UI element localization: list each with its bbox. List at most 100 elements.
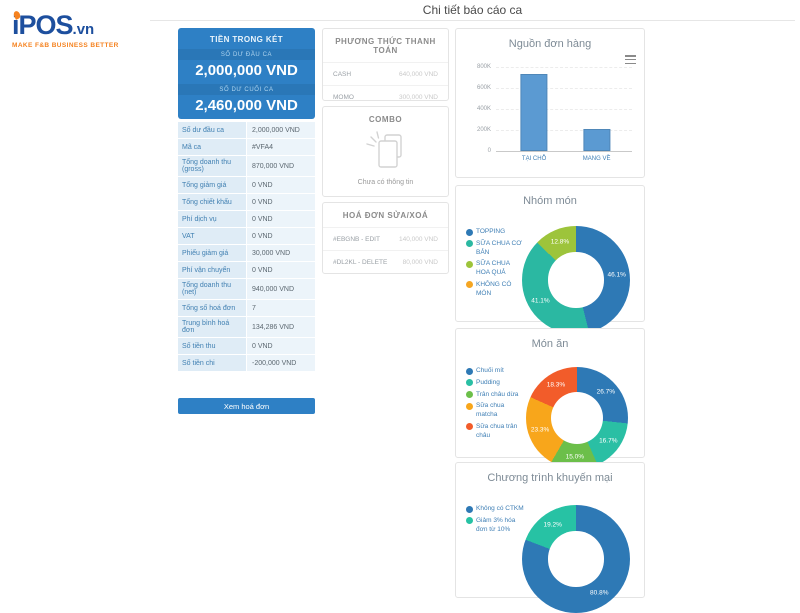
- y-axis-tick: 200K: [476, 127, 491, 133]
- row-label: Tổng chiết khấu: [178, 194, 246, 210]
- row-label: Tổng doanh thu (gross): [178, 156, 246, 176]
- slice-label: 80.8%: [590, 589, 609, 597]
- table-row: Phí vận chuyển 0 VND: [178, 262, 315, 278]
- dish-group-donut: 46.1% 41.1% 12.8%: [522, 226, 630, 334]
- row-value: 0 VND: [247, 228, 315, 244]
- legend-label: Pudding: [476, 378, 500, 386]
- legend-dot-icon: [466, 367, 473, 375]
- legend-item: Chuối mít: [466, 367, 524, 376]
- summary-table: Số dư đầu ca 2,000,000 VND Mã ca #VFA4 Tổng …: [178, 122, 315, 372]
- table-row: Mã ca #VFA4: [178, 139, 315, 155]
- row-value: 870,000 VND: [247, 156, 315, 176]
- payment-methods-panel: PHƯƠNG THỨC THANH TOÁN CASH 640,000 VND MO…: [322, 28, 449, 101]
- slice-label: 26.7%: [596, 388, 616, 396]
- slice-label: 19.2%: [543, 521, 562, 529]
- logo-suffix: .vn: [72, 21, 95, 38]
- payment-methods-title: PHƯƠNG THỨC THANH TOÁN: [335, 37, 436, 55]
- row-value: 134,286 VND: [247, 317, 315, 337]
- slice-label: 23.3%: [530, 426, 550, 434]
- legend-item: SỮA CHUA HOA QUẢ: [466, 260, 524, 278]
- legend-dot-icon: [466, 505, 473, 513]
- legend-item: Sữa chua trân châu: [466, 423, 524, 441]
- dish-chart-title: Món ăn: [531, 338, 569, 350]
- table-row: Tổng giảm giá 0 VND: [178, 177, 315, 193]
- legend-label: KHÔNG CÓ MÓN: [476, 280, 512, 297]
- legend-label: Không có CTKM: [476, 505, 524, 512]
- gridline: [496, 109, 632, 110]
- legend-label: Chuối mít: [476, 367, 504, 374]
- promotion-donut: 80.8% 19.2%: [522, 505, 630, 613]
- order-source-chart-title: Nguồn đơn hàng: [508, 38, 592, 50]
- order-source-chart-panel: Nguồn đơn hàng 800K 600K 400K 200K 0 TẠI CHỖ M…: [455, 28, 645, 178]
- legend-label: TOPPING: [476, 228, 506, 235]
- legend-item: Trân châu dừa: [466, 391, 524, 400]
- table-row: Phí dịch vụ 0 VND: [178, 211, 315, 227]
- page-title: Chi tiết báo cáo ca: [422, 3, 523, 17]
- legend-dot-icon: [466, 240, 473, 248]
- closing-balance-label: SỐ DƯ CUỐI CA: [178, 84, 315, 95]
- promotion-legend: Không có CTKM Giảm 3% hóa đơn từ 10%: [466, 505, 524, 537]
- list-item: #DL2KL - DELETE 80,000 VND: [323, 250, 448, 273]
- row-value: 940,000 VND: [247, 279, 315, 299]
- chart-menu-icon[interactable]: [625, 55, 636, 64]
- row-value: 0 VND: [247, 194, 315, 210]
- payment-methods-list: CASH 640,000 VND MOMO 300,000 VND: [323, 62, 448, 108]
- legend-item: Giảm 3% hóa đơn từ 10%: [466, 517, 524, 535]
- legend-item: Pudding: [466, 379, 524, 388]
- gridline: [496, 130, 632, 131]
- legend-dot-icon: [466, 423, 473, 431]
- list-item: MOMO 300,000 VND: [323, 85, 448, 108]
- legend-dot-icon: [466, 260, 473, 268]
- edited-invoices-panel: HOÁ ĐƠN SỬA/XOÁ #EBGNB - EDIT 140,000 VND…: [322, 202, 449, 274]
- table-row: Tổng số hoá đơn 7: [178, 300, 315, 316]
- cash-drawer-title: TIỀN TRONG KÉT: [209, 35, 284, 44]
- dish-legend: Chuối mít Pudding Trân châu dừa Sữa chua ma…: [466, 367, 524, 443]
- slice-label: 18.3%: [546, 381, 566, 389]
- view-invoices-button[interactable]: Xem hoá đơn: [178, 398, 315, 414]
- bar-plot: 800K 600K 400K 200K 0 TẠI CHỖ MANG VỀ: [477, 64, 632, 162]
- legend-item: Không có CTKM: [466, 505, 524, 514]
- dish-group-chart-title: Nhóm món: [523, 195, 577, 207]
- bar-TẠI CHỖ: [520, 74, 548, 151]
- row-value: -200,000 VND: [247, 355, 315, 371]
- combo-empty-text: Chưa có thông tin: [357, 179, 414, 186]
- table-row: Số tiền thu 0 VND: [178, 338, 315, 354]
- table-row: VAT 0 VND: [178, 228, 315, 244]
- dish-group-chart-panel: Nhóm món TOPPING SỮA CHUA CƠ BẢN SỮA CHUA …: [455, 185, 645, 334]
- y-axis-tick: 0: [487, 148, 491, 154]
- promotion-chart-panel: Chương trình khuyến mại Không có CTKM Giả…: [455, 462, 645, 613]
- combo-title: COMBO: [368, 115, 403, 124]
- item-value: 140,000 VND: [398, 236, 438, 243]
- row-label: Phí dịch vụ: [178, 211, 246, 227]
- gridline: [496, 151, 632, 152]
- item-label: #DL2KL - DELETE: [333, 259, 388, 266]
- opening-balance-label: SỐ DƯ ĐẦU CA: [178, 49, 315, 60]
- item-value: 640,000 VND: [398, 71, 438, 78]
- legend-item: TOPPING: [466, 228, 524, 237]
- row-label: Số tiền chi: [178, 355, 246, 371]
- item-value: 300,000 VND: [398, 94, 438, 101]
- cash-drawer-card: TIỀN TRONG KÉT SỐ DƯ ĐẦU CA 2,000,000 VN…: [178, 28, 315, 119]
- brand-tagline: MAKE F&B BUSINESS BETTER: [12, 42, 119, 49]
- legend-label: SỮA CHUA HOA QUẢ: [476, 260, 510, 277]
- y-axis-tick: 800K: [476, 64, 491, 70]
- legend-label: Sữa chua trân châu: [476, 422, 518, 439]
- slice-label: 15.0%: [565, 453, 585, 461]
- list-item: #EBGNB - EDIT 140,000 VND: [323, 227, 448, 250]
- slice-label: 41.1%: [531, 297, 550, 305]
- y-axis-tick: 600K: [476, 85, 491, 91]
- bar-MANG VỀ: [583, 128, 611, 151]
- gridline: [496, 88, 632, 89]
- row-label: Trung bình hoá đơn: [178, 317, 246, 337]
- legend-label: Trân châu dừa: [476, 390, 519, 398]
- legend-dot-icon: [466, 281, 473, 289]
- table-row: Tổng doanh thu (gross) 870,000 VND: [178, 156, 315, 176]
- dish-chart-panel: Món ăn Chuối mít Pudding Trân châu dừa Sữa …: [455, 328, 645, 469]
- table-row: Tổng chiết khấu 0 VND: [178, 194, 315, 210]
- row-value: 0 VND: [247, 211, 315, 227]
- brand-logo: iPOS.vn MAKE F&B BUSINESS BETTER: [12, 10, 132, 49]
- legend-dot-icon: [466, 228, 473, 236]
- legend-label: SỮA CHUA CƠ BẢN: [476, 239, 522, 256]
- legend-label: Sữa chua matcha: [476, 402, 505, 419]
- x-axis-label: TẠI CHỖ: [521, 156, 547, 162]
